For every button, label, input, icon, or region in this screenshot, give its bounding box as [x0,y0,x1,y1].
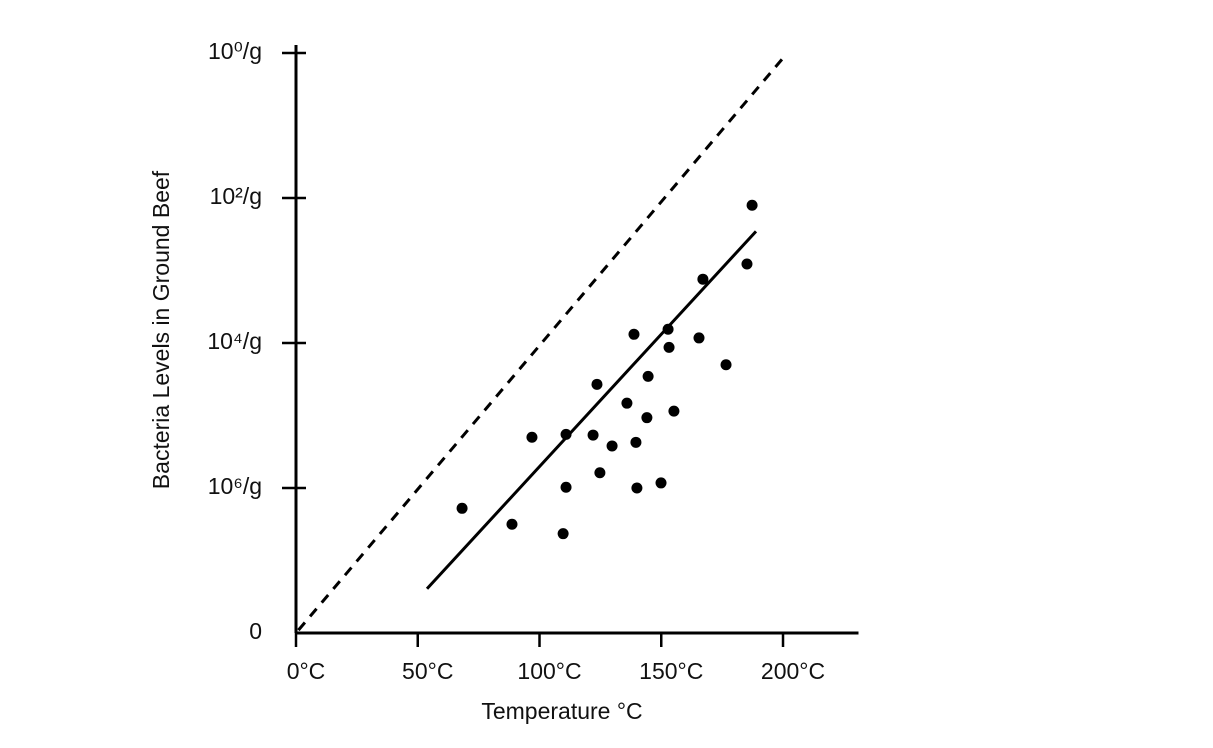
data-point [606,440,618,452]
x-tick-label: 100°C [517,658,581,684]
data-point [741,258,753,270]
data-point [631,482,643,494]
y-axis-title: Bacteria Levels in Ground Beef [148,170,174,489]
data-point [621,397,633,409]
x-axis-title: Temperature °C [481,698,642,724]
x-tick-label: 200°C [761,658,825,684]
data-point [630,436,642,448]
data-point [642,370,654,382]
data-point [746,199,758,211]
data-point [663,341,675,353]
x-tick-label: 0°C [287,658,326,684]
data-point [591,378,603,390]
y-tick-label: 10⁰/g [208,38,262,64]
data-point [720,359,732,371]
data-point [628,328,640,340]
data-point [668,405,680,417]
reference-line [297,57,785,632]
data-point [594,467,606,479]
data-point [697,273,709,285]
data-point [560,428,572,440]
data-point [506,518,518,530]
x-tick-label: 150°C [639,658,703,684]
data-point [655,477,667,489]
data-point [693,332,705,344]
trend-line [425,230,758,590]
y-tick-label: 10²/g [210,183,262,209]
y-tick-label: 0 [249,618,262,644]
data-point [641,412,653,424]
data-point [560,481,572,493]
y-tick-label: 10⁴/g [207,328,262,354]
data-point [557,528,569,540]
data-point [526,431,538,443]
data-point [587,429,599,441]
y-tick-label: 10⁶/g [208,473,262,499]
data-point [456,502,468,514]
x-tick-label: 50°C [402,658,453,684]
